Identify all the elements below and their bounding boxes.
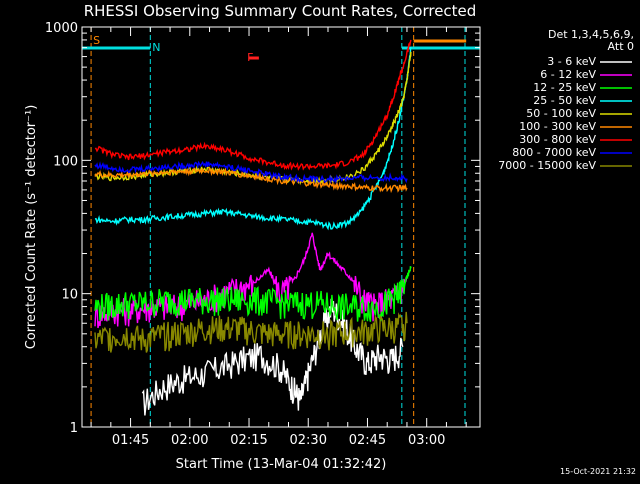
timestamp: 15-Oct-2021 21:32 xyxy=(560,467,636,476)
series-line xyxy=(94,266,412,322)
x-tick-label: 01:45 xyxy=(112,433,149,448)
marker-s: S xyxy=(93,34,100,47)
legend-header: Att 0 xyxy=(608,40,634,53)
series-line xyxy=(94,160,408,185)
x-tick-label: 02:30 xyxy=(290,433,327,448)
series-line xyxy=(141,298,404,416)
marker-n: N xyxy=(152,41,160,54)
y-axis-label: Corrected Count Rate (s⁻¹ detector⁻¹) xyxy=(24,105,39,350)
legend-entry-label: 6 - 12 keV xyxy=(540,68,596,81)
y-tick-label: 1 xyxy=(70,421,78,436)
x-axis: 01:45 02:00 02:15 02:30 02:45 03:00 xyxy=(90,27,467,448)
plot-area: S N F xyxy=(82,27,480,427)
series-line xyxy=(94,51,412,186)
x-tick-label: 02:00 xyxy=(171,433,208,448)
y-tick-label: 100 xyxy=(53,154,78,169)
legend-entry-label: 800 - 7000 keV xyxy=(512,146,596,159)
legend-entry-label: 12 - 25 keV xyxy=(533,81,596,94)
series-line xyxy=(94,46,412,231)
legend-entry-label: 50 - 100 keV xyxy=(526,107,596,120)
y-tick-label: 10 xyxy=(61,288,78,303)
y-tick-label: 1000 xyxy=(45,21,78,36)
legend-entry-label: 100 - 300 keV xyxy=(519,120,596,133)
x-tick-label: 02:15 xyxy=(230,433,267,448)
legend-header: Det 1,3,4,5,6,9, xyxy=(548,28,634,41)
plot-frame xyxy=(81,26,481,428)
x-tick-label: 03:00 xyxy=(408,433,445,448)
legend-entry-label: 25 - 50 keV xyxy=(533,94,596,107)
legend-entry-label: 7000 - 15000 keV xyxy=(498,159,596,172)
legend-entry-label: 3 - 6 keV xyxy=(547,55,596,68)
series-line xyxy=(94,311,408,353)
marker-f: F xyxy=(247,51,253,64)
series-line xyxy=(94,39,412,171)
chart-title: RHESSI Observing Summary Count Rates, Co… xyxy=(84,2,477,20)
x-tick-label: 02:45 xyxy=(349,433,386,448)
y-axis: 1 10 100 1000 xyxy=(45,21,480,436)
x-axis-label: Start Time (13-Mar-04 01:32:42) xyxy=(176,457,387,472)
series-line xyxy=(94,166,408,194)
legend-entry-label: 300 - 800 keV xyxy=(519,133,596,146)
